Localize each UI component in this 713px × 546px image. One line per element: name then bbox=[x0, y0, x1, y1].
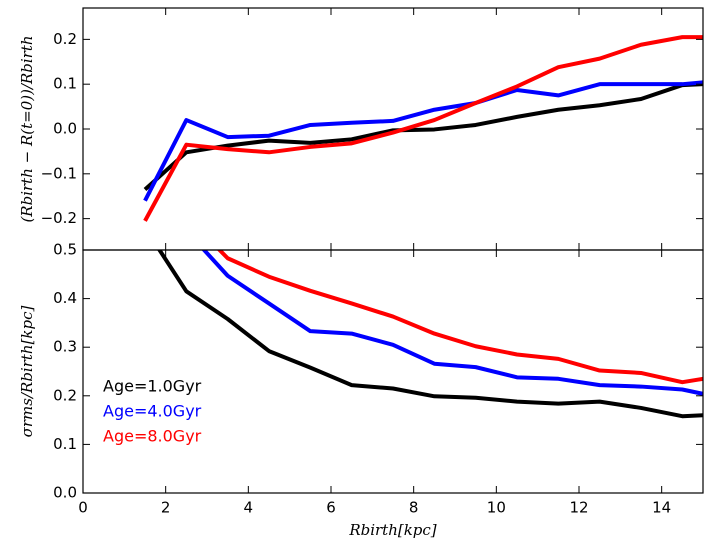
y-axis-label: σrms/Rbirth[kpc] bbox=[18, 305, 36, 437]
series-line bbox=[216, 250, 703, 385]
y-tick-label: 0.1 bbox=[53, 435, 77, 453]
x-tick-label: 12 bbox=[569, 499, 588, 517]
plot-frame bbox=[82, 249, 704, 494]
x-tick-label: 2 bbox=[161, 499, 171, 517]
x-tick-label: 14 bbox=[652, 499, 671, 517]
y-tick-label: 0.3 bbox=[53, 338, 77, 356]
x-tick-label: 6 bbox=[326, 499, 336, 517]
legend-entry: Age=8.0Gyr bbox=[103, 427, 202, 446]
x-tick-label: 4 bbox=[244, 499, 254, 517]
y-tick-label: −0.2 bbox=[41, 209, 77, 227]
y-tick-label: 0.0 bbox=[53, 484, 77, 502]
y-tick-label: −0.1 bbox=[41, 164, 77, 182]
series-line bbox=[143, 35, 703, 222]
y-tick-label: 0.2 bbox=[53, 386, 77, 404]
series-line bbox=[157, 250, 703, 419]
y-tick-label: 0.5 bbox=[53, 241, 77, 259]
series-line bbox=[143, 80, 703, 202]
y-tick-label: 0.4 bbox=[53, 289, 77, 307]
series-line bbox=[201, 250, 703, 396]
y-tick-label: 0.1 bbox=[53, 75, 77, 93]
x-tick-label: 0 bbox=[78, 499, 88, 517]
legend-entry: Age=4.0Gyr bbox=[103, 402, 202, 421]
x-tick-label: 10 bbox=[487, 499, 506, 517]
y-tick-label: 0.2 bbox=[53, 30, 77, 48]
x-axis-label: Rbirth[kpc] bbox=[348, 521, 436, 539]
legend-entry: Age=1.0Gyr bbox=[103, 377, 202, 396]
y-tick-label: 0.0 bbox=[53, 120, 77, 138]
y-axis-label: (Rbirth − R(t=0))/Rbirth bbox=[18, 35, 36, 222]
series-line bbox=[143, 82, 703, 191]
x-tick-label: 8 bbox=[409, 499, 419, 517]
